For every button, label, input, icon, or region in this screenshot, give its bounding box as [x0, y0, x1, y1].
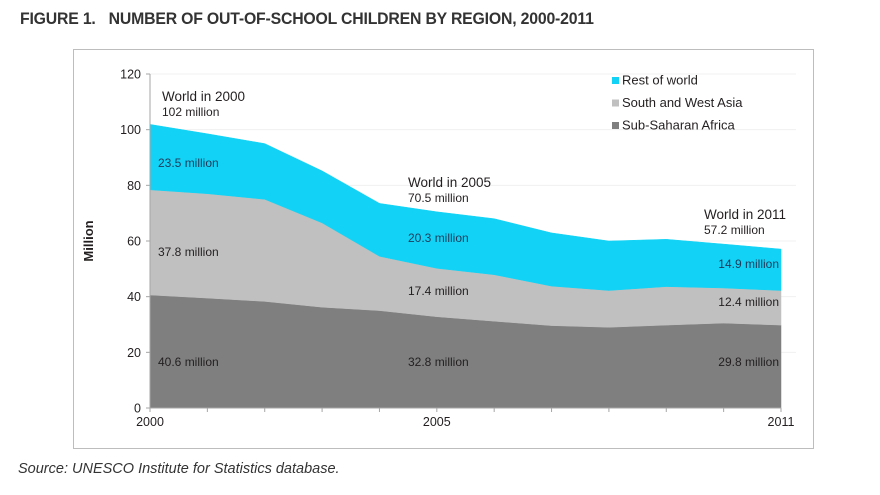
y-tick-label: 0: [134, 402, 141, 416]
legend-label: Rest of world: [622, 73, 698, 88]
figure-title-text: NUMBER OF OUT-OF-SCHOOL CHILDREN BY REGI…: [108, 9, 594, 28]
chart-frame: [73, 49, 814, 449]
annotation-title: World in 2011: [704, 207, 786, 222]
data-label-sub-saharan-africa: 32.8 million: [408, 355, 469, 369]
legend-item: Rest of world: [612, 73, 698, 88]
y-tick-label: 120: [120, 68, 141, 82]
legend: Rest of world South and West Asia Sub-Saha…: [612, 73, 743, 133]
legend-swatch-rest-of-world: [612, 77, 619, 84]
y-tick-label: 40: [127, 290, 141, 304]
legend-item: South and West Asia: [612, 95, 743, 110]
y-tick-label: 60: [127, 235, 141, 249]
annotation-total: 102 million: [162, 105, 219, 119]
annotation-total: 70.5 million: [408, 191, 469, 205]
annotation-total: 57.2 million: [704, 223, 765, 237]
data-label-sub-saharan-africa: 29.8 million: [718, 355, 779, 369]
annotation-title: World in 2000: [162, 89, 245, 104]
y-tick-label: 20: [127, 346, 141, 360]
legend-label: Sub-Saharan Africa: [622, 118, 736, 133]
data-label-rest-of-world: 20.3 million: [408, 231, 469, 245]
annotation-title: World in 2005: [408, 175, 491, 190]
x-tick-label: 2000: [136, 415, 164, 429]
source-note: Source: UNESCO Institute for Statistics …: [18, 461, 340, 477]
data-label-south-west-asia: 17.4 million: [408, 284, 469, 298]
data-label-south-west-asia: 12.4 million: [718, 295, 779, 309]
legend-item: Sub-Saharan Africa: [612, 118, 736, 133]
data-label-rest-of-world: 23.5 million: [158, 156, 219, 170]
area-rest-of-world: [149, 124, 782, 291]
data-label-south-west-asia: 37.8 million: [158, 245, 219, 259]
x-tick-label: 2005: [423, 415, 451, 429]
legend-swatch-sub-saharan-africa: [612, 122, 619, 129]
data-label-sub-saharan-africa: 40.6 million: [158, 355, 219, 369]
y-tick-label: 100: [120, 123, 141, 137]
figure-title: FIGURE 1. NUMBER OF OUT-OF-SCHOOL CHILDRE…: [20, 9, 594, 29]
y-tick-label: 80: [127, 179, 141, 193]
legend-label: South and West Asia: [622, 95, 743, 110]
legend-swatch-south-west-asia: [612, 99, 619, 107]
figure-label: FIGURE 1.: [20, 9, 96, 28]
x-tick-label: 2011: [768, 415, 795, 429]
data-label-rest-of-world: 14.9 million: [718, 257, 779, 271]
axes: 0 20 40 60 80 100 120 2000 2005 2011: [120, 68, 794, 430]
y-axis-title: Million: [81, 220, 96, 261]
